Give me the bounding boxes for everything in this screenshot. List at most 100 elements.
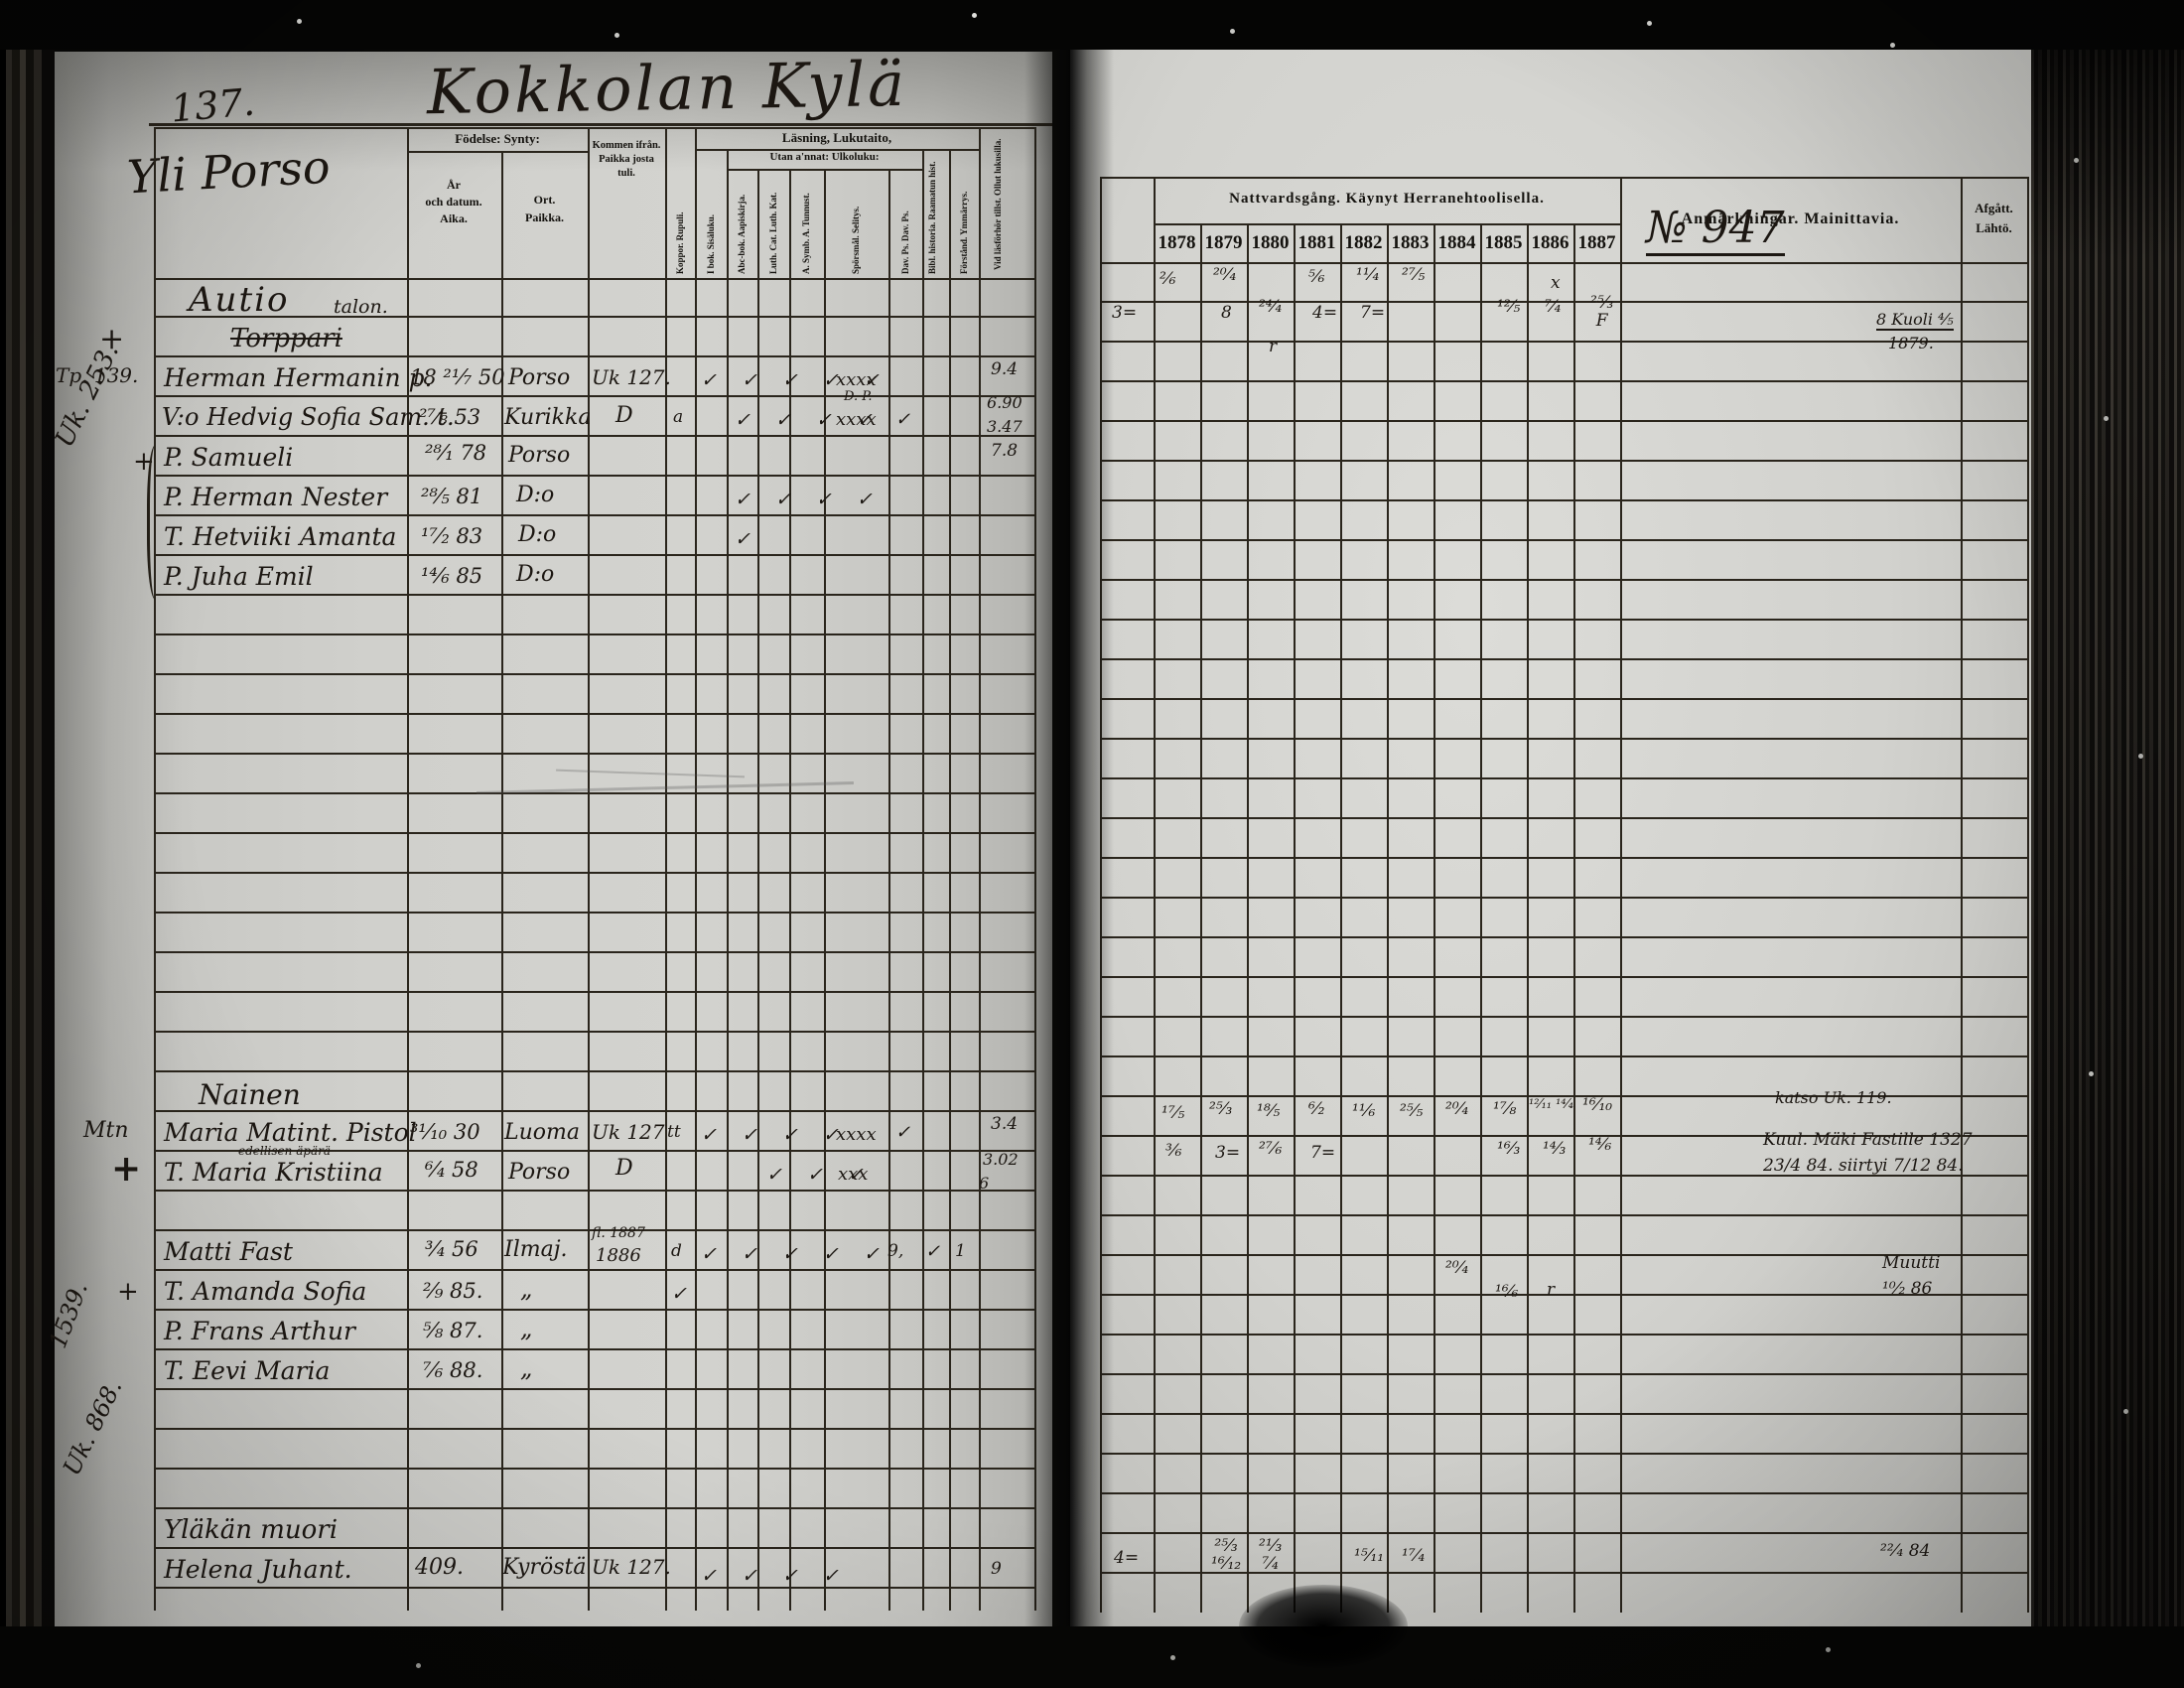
margin-cross: +: [117, 1277, 139, 1307]
vaccination-mark: tt: [667, 1122, 681, 1142]
came-from: Uk 127: [592, 1120, 665, 1144]
reading-check-marks: ✓: [671, 1283, 689, 1305]
communion-mark: ²⁰⁄₄: [1445, 1099, 1469, 1119]
column-header-forstand: Förstånd. Ymmärrys.: [959, 191, 969, 274]
came-from-year: 1886: [596, 1245, 641, 1266]
birth-date: ⁵⁄₈ 87.: [423, 1319, 483, 1342]
reading-check-marks: ✓ ✓ ✓ ✓: [701, 1124, 841, 1146]
note-dp: D. P.: [844, 389, 873, 404]
communion-mark: ¹⁷⁄₈: [1493, 1099, 1517, 1119]
examination-mark: 3.02: [983, 1150, 1019, 1169]
margin-note: Mtn: [83, 1118, 129, 1143]
communion-mark: ¹⁸⁄₅: [1257, 1101, 1281, 1121]
communion-mark: ²⁷⁄₅: [1402, 265, 1426, 285]
communion-mark: ³⁄₆: [1165, 1141, 1182, 1161]
annotation-siirtyi: 23/4 84. siirtyi 7/12 84.: [1763, 1156, 1964, 1176]
person-name: V:o Hedvig Sofia Sam. t.: [162, 403, 455, 431]
communion-mark: ²¹⁄₃ ⁷⁄₄: [1259, 1536, 1283, 1575]
column-header-kommen-ifran: Kommen ifrån. Paikka josta tuli.: [592, 140, 661, 180]
birth-date: 18 ²¹⁄₇ 50: [410, 365, 505, 389]
table-line: [2027, 177, 2029, 1613]
column-header-tillst: Vid läsförhör tillst. Ollut lukusilla.: [993, 138, 1003, 270]
examination-mark: 3.4: [991, 1114, 1019, 1134]
birth-place: Porso: [508, 1160, 571, 1185]
book-edge-left: [0, 0, 55, 1688]
communion-mark: ²⁰⁄₄: [1445, 1258, 1469, 1278]
reading-check-marks: ✓ ✓ ✓ ✓: [735, 489, 875, 510]
communion-mark: ¹¹⁄₆: [1352, 1101, 1376, 1121]
ink-blob: [1239, 1585, 1408, 1668]
person-name: P. Samueli: [164, 443, 294, 472]
examination-mark: 6: [979, 1174, 990, 1193]
annotation-kuul: Kuul. Mäki Fastille 1327: [1763, 1130, 1973, 1150]
person-name: P. Juha Emil: [164, 562, 314, 591]
column-header-anmarkningar: Anmärkningar. Mainittavia.: [1681, 211, 1900, 227]
vaccination-mark: d: [671, 1241, 682, 1261]
communion-mark: ¹⁴⁄₃: [1543, 1139, 1567, 1159]
came-from: Uk 127.: [592, 365, 671, 389]
examination-mark: 9: [991, 1559, 1002, 1579]
person-name: Helena Juhant.: [164, 1555, 352, 1584]
communion-mark: r: [1547, 1280, 1556, 1300]
annotation-afgatt-date: ²²⁄₄ 84: [1880, 1541, 1931, 1561]
title-rule: [149, 123, 1052, 126]
dust-speckles: [0, 0, 3, 3]
person-name: T. Amanda Sofia: [164, 1277, 367, 1306]
reading-check-marks: ✓ ✓ ✓ ✓ ✓: [701, 1243, 882, 1265]
birth-date: ²⁸⁄₅ 81: [421, 485, 483, 508]
birth-date: ³¹⁄₁₀ 30: [410, 1120, 480, 1144]
family-grouping-brace: [147, 445, 164, 600]
examination-mark: 9.4: [991, 359, 1019, 379]
column-header-koppor: Koppor. Rupuli.: [675, 211, 685, 274]
column-header-ulkoluku: Utan a'nnat: Ulkoluku:: [769, 151, 880, 163]
came-from: D: [615, 403, 633, 428]
column-header-bibl-historia: Bibl. historia. Raamatun hist.: [927, 161, 937, 274]
note-above-name: edellisen äpärä: [238, 1144, 332, 1158]
reading-scribble: xxxx: [836, 1124, 877, 1145]
column-header-fodelse: Födelse: Synty:: [455, 131, 540, 146]
margin-note: Tp. 139.: [56, 363, 139, 387]
person-name: P. Herman Nester: [164, 483, 388, 511]
year-label: 1878: [1158, 232, 1196, 253]
annotation-muutti-date: ¹⁰⁄₂ 86: [1882, 1279, 1933, 1299]
margin-cross: +: [99, 322, 125, 356]
communion-mark: ¹⁷⁄₄: [1402, 1546, 1426, 1566]
communion-mark: 7=: [1360, 303, 1386, 323]
year-label: 1887: [1577, 232, 1616, 253]
birth-place: Porso: [508, 443, 571, 468]
reading-check-marks: ✓: [895, 409, 911, 430]
birth-place: Kyröstä: [502, 1555, 587, 1580]
column-header-luth-cat: Luth. Cat. Luth. Kat.: [768, 192, 778, 274]
reading-check-marks: ✓: [895, 1122, 911, 1143]
communion-mark: 3=: [1112, 303, 1138, 323]
annotation-kuoli: 8 Kuoli ⁴⁄₅: [1876, 310, 1954, 331]
communion-mark: x: [1551, 273, 1561, 293]
year-label: 1880: [1251, 232, 1290, 253]
household-heading: Nainen: [199, 1078, 301, 1111]
birth-place: Kurikka: [504, 405, 592, 430]
year-label: 1881: [1297, 232, 1336, 253]
table-line: [727, 169, 924, 171]
birth-place: D:o: [516, 483, 555, 507]
birth-date: ¹⁷⁄₂ 83: [421, 524, 483, 548]
birth-date: ²⁄₉ 85.: [423, 1279, 483, 1303]
communion-mark: ¹¹⁄₄: [1356, 265, 1380, 285]
reading-scribble: xxxx: [836, 409, 877, 430]
communion-mark: ¹²⁄₅: [1497, 297, 1521, 317]
reading-check-marks: ✓ ✓ ✓ ✓: [735, 409, 875, 431]
birth-date: ¹⁴⁄₆ 85: [421, 564, 483, 588]
photo-top-band: [0, 0, 2184, 50]
birth-place: Ilmaj.: [504, 1237, 568, 1262]
reading-scribble: xxx: [838, 1164, 869, 1185]
column-header-symb: A. Symb. A. Tunnust.: [801, 193, 811, 274]
communion-mark: ²⁵⁄₅: [1400, 1101, 1424, 1121]
communion-mark: ¹⁶⁄₆: [1495, 1282, 1519, 1302]
column-header-i-bok: I bok. Sisäluku.: [706, 213, 716, 274]
communion-mark: ²⁴⁄₄: [1259, 297, 1283, 317]
column-header-abc-bok: Abc-bok. Aapiskirja.: [737, 194, 747, 274]
communion-mark: 3=: [1215, 1143, 1241, 1163]
reading-check-marks: ✓: [735, 528, 752, 550]
examination-mark: 3.47: [987, 417, 1023, 436]
communion-mark: ¹⁴⁄₆: [1588, 1135, 1612, 1155]
came-from: Uk 127.: [592, 1555, 671, 1579]
